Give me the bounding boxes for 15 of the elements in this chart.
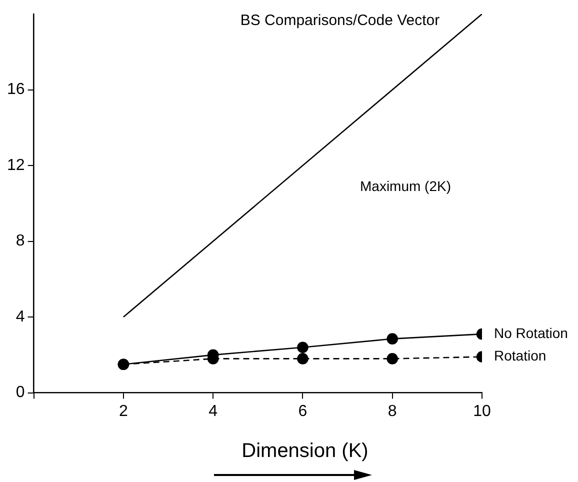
x-tick-label: 2 (118, 402, 128, 420)
chart-title: BS Comparisons/Code Vector (239, 12, 441, 29)
x-tick-label: 10 (473, 402, 491, 420)
y-tick-label: 8 (16, 232, 25, 250)
y-tick-label: 4 (16, 308, 25, 326)
y-tick-label: 12 (7, 156, 25, 174)
x-tick-label: 6 (298, 402, 308, 420)
series-label: No Rotation (494, 324, 568, 341)
y-tick-label: 0 (16, 384, 25, 402)
x-tick-label: 4 (208, 402, 218, 420)
series-label: Rotation (494, 348, 546, 364)
x-axis-title: Dimension (K) (240, 440, 370, 463)
annotation: Maximum (2K) (360, 178, 452, 194)
y-tick-label: 16 (7, 81, 25, 98)
x-tick-label: 8 (388, 402, 397, 420)
